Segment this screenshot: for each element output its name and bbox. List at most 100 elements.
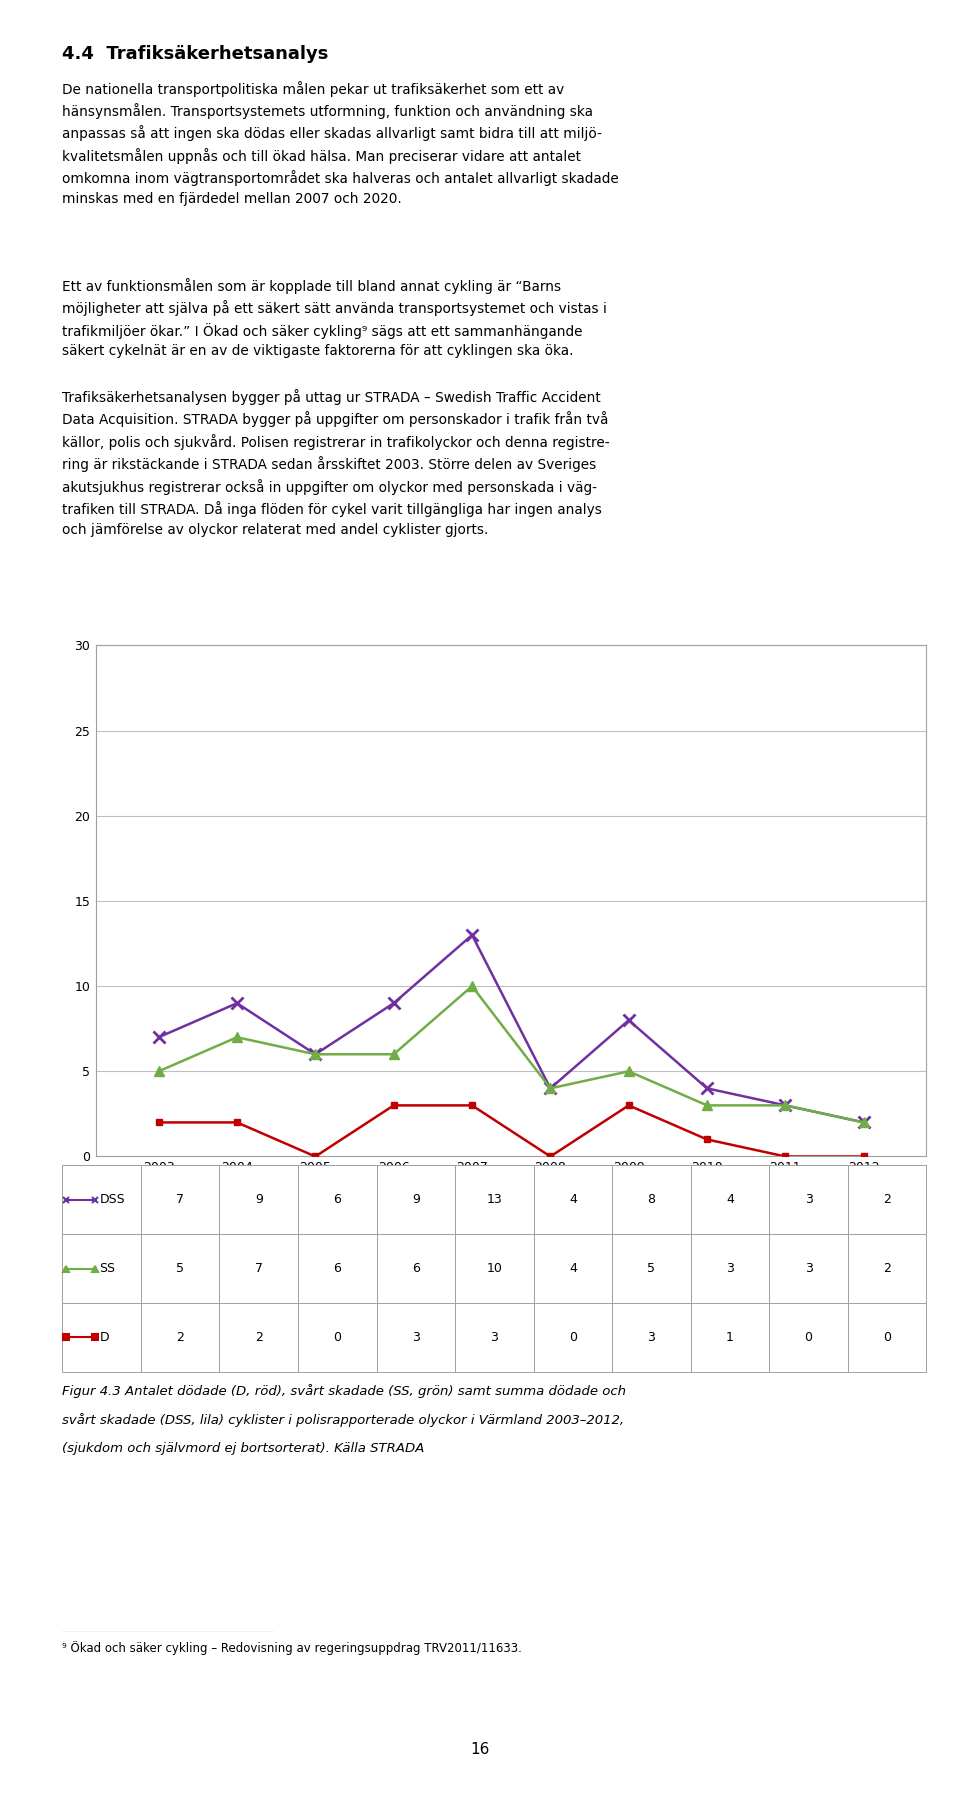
Bar	[691, 1165, 769, 1234]
Text: 7: 7	[177, 1194, 184, 1207]
D	[467, 1094, 478, 1115]
SS	[780, 1094, 791, 1115]
Text: 6: 6	[333, 1262, 341, 1275]
Bar	[376, 1304, 455, 1372]
Bar	[376, 1234, 455, 1304]
Bar	[141, 1165, 220, 1234]
Text: 16: 16	[470, 1743, 490, 1757]
Bar	[298, 1165, 376, 1234]
Text: 8: 8	[647, 1194, 656, 1207]
Text: Figur 4.3 Antalet dödade (D, röd), svårt skadade (SS, grön) samt summa dödade oc: Figur 4.3 Antalet dödade (D, röd), svårt…	[62, 1384, 626, 1399]
Line: D: D	[156, 1103, 867, 1160]
Text: 5: 5	[647, 1262, 656, 1275]
SS	[309, 1044, 321, 1065]
Text: Ett av funktionsmålen som är kopplade till bland annat cykling är “Barns
möjligh: Ett av funktionsmålen som är kopplade ti…	[62, 278, 608, 359]
Text: De nationella transportpolitiska målen pekar ut trafiksäkerhet som ett av
hänsyn: De nationella transportpolitiska målen p…	[62, 81, 619, 206]
Bar	[298, 1304, 376, 1372]
Line: DSS: DSS	[153, 929, 870, 1128]
SS	[231, 1026, 243, 1047]
Text: D: D	[99, 1330, 108, 1343]
Text: 2: 2	[883, 1262, 891, 1275]
SS	[702, 1094, 713, 1115]
Text: 4.4  Trafiksäkerhetsanalys: 4.4 Trafiksäkerhetsanalys	[62, 45, 328, 63]
Text: 4: 4	[726, 1194, 734, 1207]
Bar	[62, 1304, 141, 1372]
Text: 2: 2	[254, 1330, 263, 1343]
Text: 10: 10	[487, 1262, 502, 1275]
Text: DSS: DSS	[99, 1194, 125, 1207]
D	[309, 1146, 321, 1167]
D	[702, 1130, 713, 1151]
DSS	[231, 993, 243, 1015]
Text: 2: 2	[177, 1330, 184, 1343]
Bar	[848, 1234, 926, 1304]
Line: SS: SS	[154, 981, 869, 1128]
Text: 3: 3	[804, 1262, 812, 1275]
Bar	[534, 1165, 612, 1234]
Bar	[612, 1165, 691, 1234]
D	[858, 1146, 870, 1167]
Bar	[455, 1165, 534, 1234]
Text: svårt skadade (DSS, lila) cyklister i polisrapporterade olyckor i Värmland 2003–: svårt skadade (DSS, lila) cyklister i po…	[62, 1413, 625, 1427]
Text: 3: 3	[648, 1330, 656, 1343]
SS	[153, 1061, 164, 1083]
Text: 0: 0	[804, 1330, 812, 1343]
D	[544, 1146, 556, 1167]
Bar	[62, 1165, 141, 1234]
Bar	[220, 1234, 298, 1304]
Text: 3: 3	[726, 1262, 734, 1275]
D	[623, 1094, 635, 1115]
Bar	[376, 1165, 455, 1234]
Text: 5: 5	[177, 1262, 184, 1275]
Text: SS: SS	[99, 1262, 115, 1275]
Text: 2: 2	[883, 1194, 891, 1207]
DSS	[780, 1094, 791, 1115]
Bar	[534, 1234, 612, 1304]
Text: 3: 3	[491, 1330, 498, 1343]
Text: 9: 9	[412, 1194, 420, 1207]
DSS	[309, 1044, 321, 1065]
Text: ⁹ Ökad och säker cykling – Redovisning av regeringsuppdrag TRV2011/11633.: ⁹ Ökad och säker cykling – Redovisning a…	[62, 1641, 522, 1655]
Bar	[612, 1304, 691, 1372]
Bar	[534, 1304, 612, 1372]
Text: 7: 7	[254, 1262, 263, 1275]
DSS	[858, 1112, 870, 1133]
Bar	[220, 1304, 298, 1372]
Bar	[848, 1165, 926, 1234]
SS	[467, 975, 478, 997]
D	[388, 1094, 399, 1115]
DSS	[388, 993, 399, 1015]
Text: 6: 6	[333, 1194, 341, 1207]
DSS	[544, 1078, 556, 1099]
D	[780, 1146, 791, 1167]
Bar	[298, 1234, 376, 1304]
DSS	[153, 1026, 164, 1047]
DSS	[623, 1009, 635, 1031]
Bar	[141, 1234, 220, 1304]
Bar	[848, 1304, 926, 1372]
DSS	[467, 925, 478, 947]
Bar	[62, 1234, 141, 1304]
Bar	[769, 1165, 848, 1234]
Bar	[455, 1234, 534, 1304]
Bar	[141, 1304, 220, 1372]
SS	[544, 1078, 556, 1099]
D	[231, 1112, 243, 1133]
Text: 0: 0	[569, 1330, 577, 1343]
Bar	[691, 1234, 769, 1304]
Text: 1: 1	[726, 1330, 734, 1343]
D	[153, 1112, 164, 1133]
SS	[623, 1061, 635, 1083]
Text: Trafiksäkerhetsanalysen bygger på uttag ur STRADA – Swedish Traffic Accident
Dat: Trafiksäkerhetsanalysen bygger på uttag …	[62, 389, 610, 536]
SS	[388, 1044, 399, 1065]
Text: 6: 6	[412, 1262, 420, 1275]
Text: 13: 13	[487, 1194, 502, 1207]
Bar	[691, 1304, 769, 1372]
Bar	[220, 1165, 298, 1234]
Bar	[769, 1304, 848, 1372]
Text: 0: 0	[883, 1330, 891, 1343]
Bar	[769, 1234, 848, 1304]
DSS	[702, 1078, 713, 1099]
Text: 3: 3	[804, 1194, 812, 1207]
Text: 0: 0	[333, 1330, 342, 1343]
